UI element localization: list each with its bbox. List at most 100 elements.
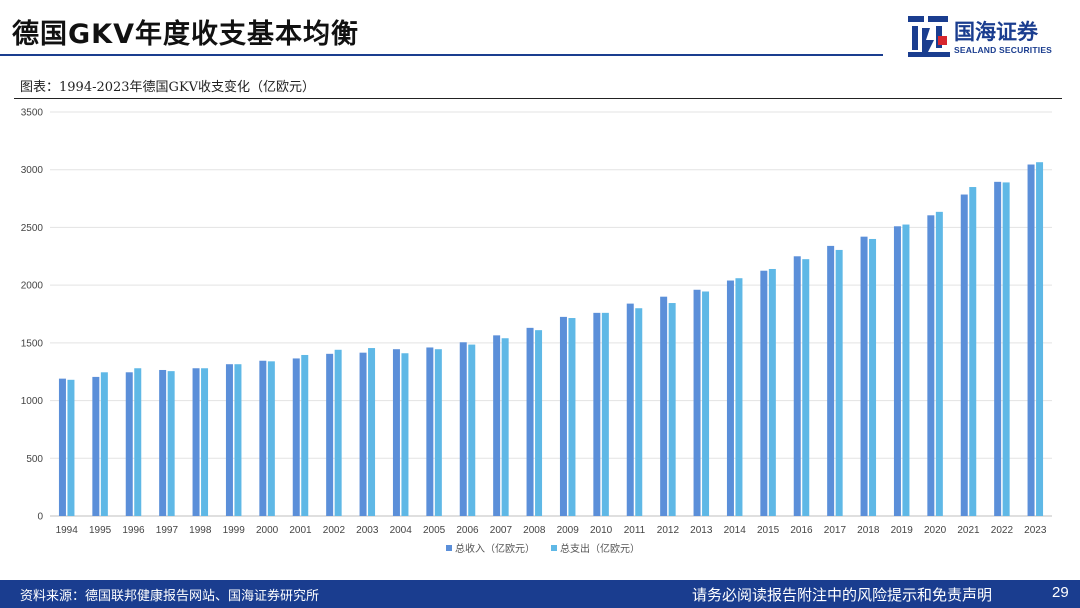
legend-label-revenue: 总收入（亿欧元） [455,542,535,555]
bar-expenditure [601,312,609,516]
bar-expenditure [134,368,142,516]
x-tick-label: 2022 [991,525,1014,536]
bar-revenue [259,360,267,516]
x-tick-label: 1996 [122,525,145,536]
figure-caption-divider [14,98,1062,99]
bar-revenue [927,215,935,516]
y-tick-label: 2000 [21,281,44,292]
bar-expenditure [167,371,175,516]
bar-revenue [292,358,300,516]
bar-revenue [726,280,734,516]
bar-expenditure [368,348,376,516]
x-tick-label: 1995 [89,525,112,536]
bar-revenue [359,352,367,516]
bar-expenditure [100,372,108,516]
bar-expenditure [1036,162,1044,516]
x-tick-label: 2008 [523,525,546,536]
x-tick-label: 2017 [824,525,847,536]
x-tick-label: 2010 [590,525,613,536]
title-divider [0,54,883,56]
x-tick-label: 2018 [857,525,880,536]
legend-label-expenditure: 总支出（亿欧元） [560,542,640,555]
bar-revenue [58,378,66,516]
bar-revenue [426,347,434,516]
x-tick-label: 2013 [690,525,713,536]
x-tick-label: 2005 [423,525,446,536]
bar-expenditure [267,361,275,516]
footer-source: 资料来源：德国联邦健康报告网站、国海证券研究所 [20,589,320,604]
x-tick-label: 2023 [1024,525,1047,536]
bar-expenditure [401,353,409,516]
bar-revenue [225,364,233,516]
slide-title: 德国GKV年度收支基本均衡 [12,19,359,50]
bar-revenue [994,181,1002,516]
y-tick-label: 3000 [21,165,44,176]
x-tick-label: 2006 [456,525,479,536]
bar-expenditure [835,249,843,517]
bar-expenditure [735,278,743,516]
bar-revenue [159,369,167,516]
bar-revenue [493,335,501,516]
x-tick-label: 2012 [657,525,680,536]
bar-revenue [827,245,835,516]
bar-revenue [526,327,534,516]
x-tick-label: 2002 [323,525,346,536]
x-tick-label: 2020 [924,525,947,536]
x-tick-label: 2011 [624,525,646,536]
bar-expenditure [969,187,977,516]
bar-revenue [793,256,801,516]
bar-expenditure [501,338,509,516]
bar-expenditure [67,379,75,516]
bar-revenue [459,342,467,516]
logo-name-cn: 国海证券 [954,20,1038,44]
x-tick-label: 1999 [223,525,246,536]
bar-expenditure [568,318,576,516]
bar-revenue [326,353,334,516]
bar-expenditure [234,364,242,516]
legend-swatch-expenditure [551,545,557,551]
x-tick-label: 2004 [390,525,413,536]
bar-revenue [559,316,567,516]
x-tick-label: 2001 [289,525,312,536]
x-tick-label: 2014 [724,525,747,536]
footer-bar: 资料来源：德国联邦健康报告网站、国海证券研究所 请务必阅读报告附注中的风险提示和… [0,580,1080,608]
bar-expenditure [702,291,710,516]
x-tick-label: 2019 [891,525,914,536]
y-tick-label: 2500 [21,223,44,234]
bar-expenditure [668,303,676,516]
revenue-expenditure-bar-chart: 0 500 1000 1500 2000 2500 3000 3500 1994 1995 1996… [21,108,1052,555]
x-tick-label: 2021 [957,525,980,536]
bar-expenditure [869,238,877,516]
bar-expenditure [468,344,476,516]
bar-expenditure [902,224,910,516]
x-tick-label: 2015 [757,525,780,536]
x-tick-label: 1994 [56,525,79,536]
bar-revenue [660,296,668,516]
logo-name-en: SEALAND SECURITIES [954,45,1053,55]
bar-revenue [860,236,868,517]
bar-expenditure [334,349,342,516]
legend-swatch-revenue [446,545,452,551]
bar-expenditure [802,259,810,516]
bar-expenditure [434,349,442,516]
y-tick-label: 1000 [21,396,44,407]
bar-revenue [626,303,634,516]
y-tick-label: 0 [37,512,43,523]
page-number: 29 [1052,584,1069,601]
bar-revenue [392,349,400,516]
bar-revenue [693,289,701,516]
y-tick-label: 500 [26,454,43,465]
x-tick-label: 1998 [189,525,212,536]
bar-revenue [893,226,901,516]
x-tick-label: 2009 [557,525,580,536]
bar-expenditure [301,354,309,516]
figure-caption: 图表：1994-2023年德国GKV收支变化（亿欧元） [20,80,316,95]
sealand-logo-icon [908,16,950,57]
bar-revenue [125,372,133,516]
bar-expenditure [201,368,209,516]
x-tick-label: 2003 [356,525,379,536]
bar-revenue [960,194,968,516]
x-tick-label: 1997 [156,525,179,536]
y-tick-label: 1500 [21,338,44,349]
bar-revenue [593,312,601,516]
